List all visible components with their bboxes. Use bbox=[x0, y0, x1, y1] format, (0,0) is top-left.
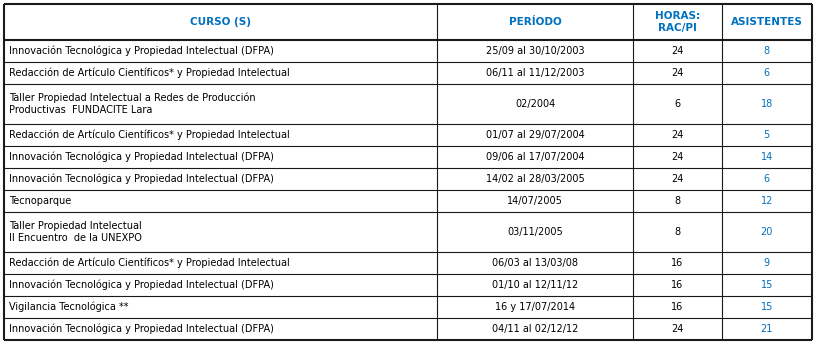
Text: Vigilancia Tecnológica **: Vigilancia Tecnológica ** bbox=[9, 302, 128, 312]
Text: Taller Propiedad Intelectual
II Encuentro  de la UNEXPO: Taller Propiedad Intelectual II Encuentr… bbox=[9, 221, 142, 243]
Text: 8: 8 bbox=[764, 46, 769, 56]
Text: 12: 12 bbox=[761, 196, 773, 206]
Text: 24: 24 bbox=[672, 174, 684, 184]
Text: ASISTENTES: ASISTENTES bbox=[731, 17, 803, 27]
Text: 09/06 al 17/07/2004: 09/06 al 17/07/2004 bbox=[486, 152, 584, 162]
Text: 21: 21 bbox=[761, 324, 773, 334]
Text: 24: 24 bbox=[672, 46, 684, 56]
Text: 6: 6 bbox=[674, 99, 681, 109]
Text: Taller Propiedad Intelectual a Redes de Producción
Productivas  FUNDACITE Lara: Taller Propiedad Intelectual a Redes de … bbox=[9, 93, 255, 115]
Text: 6: 6 bbox=[764, 174, 769, 184]
Text: Redacción de Artículo Científicos* y Propiedad Intelectual: Redacción de Artículo Científicos* y Pro… bbox=[9, 68, 290, 78]
Text: 16: 16 bbox=[672, 258, 684, 268]
Text: Innovación Tecnológica y Propiedad Intelectual (DFPA): Innovación Tecnológica y Propiedad Intel… bbox=[9, 152, 274, 162]
Text: 8: 8 bbox=[674, 227, 681, 237]
Text: 06/11 al 11/12/2003: 06/11 al 11/12/2003 bbox=[486, 68, 584, 78]
Text: 16: 16 bbox=[672, 302, 684, 312]
Text: Tecnoparque: Tecnoparque bbox=[9, 196, 71, 206]
Text: 24: 24 bbox=[672, 130, 684, 140]
Text: 14/02 al 28/03/2005: 14/02 al 28/03/2005 bbox=[486, 174, 584, 184]
Text: 03/11/2005: 03/11/2005 bbox=[508, 227, 563, 237]
Text: 04/11 al 02/12/12: 04/11 al 02/12/12 bbox=[492, 324, 579, 334]
Text: 06/03 al 13/03/08: 06/03 al 13/03/08 bbox=[492, 258, 579, 268]
Text: 15: 15 bbox=[761, 280, 773, 290]
Text: PERÍODO: PERÍODO bbox=[509, 17, 561, 27]
Text: 6: 6 bbox=[764, 68, 769, 78]
Text: 14/07/2005: 14/07/2005 bbox=[508, 196, 563, 206]
Text: 01/10 al 12/11/12: 01/10 al 12/11/12 bbox=[492, 280, 579, 290]
Text: 8: 8 bbox=[674, 196, 681, 206]
Text: 01/07 al 29/07/2004: 01/07 al 29/07/2004 bbox=[486, 130, 584, 140]
Text: 24: 24 bbox=[672, 324, 684, 334]
Text: 20: 20 bbox=[761, 227, 773, 237]
Text: 15: 15 bbox=[761, 302, 773, 312]
Text: Redacción de Artículo Científicos* y Propiedad Intelectual: Redacción de Artículo Científicos* y Pro… bbox=[9, 258, 290, 268]
Text: Innovación Tecnológica y Propiedad Intelectual (DFPA): Innovación Tecnológica y Propiedad Intel… bbox=[9, 46, 274, 56]
Text: HORAS:
RAC/PI: HORAS: RAC/PI bbox=[655, 11, 700, 33]
Text: CURSO (S): CURSO (S) bbox=[190, 17, 251, 27]
Text: 25/09 al 30/10/2003: 25/09 al 30/10/2003 bbox=[486, 46, 584, 56]
Text: 14: 14 bbox=[761, 152, 773, 162]
Text: 5: 5 bbox=[764, 130, 769, 140]
Text: Redacción de Artículo Científicos* y Propiedad Intelectual: Redacción de Artículo Científicos* y Pro… bbox=[9, 130, 290, 140]
Text: Innovación Tecnológica y Propiedad Intelectual (DFPA): Innovación Tecnológica y Propiedad Intel… bbox=[9, 280, 274, 290]
Text: 24: 24 bbox=[672, 68, 684, 78]
Text: 16 y 17/07/2014: 16 y 17/07/2014 bbox=[495, 302, 575, 312]
Text: Innovación Tecnológica y Propiedad Intelectual (DFPA): Innovación Tecnológica y Propiedad Intel… bbox=[9, 324, 274, 334]
Text: 18: 18 bbox=[761, 99, 773, 109]
Text: 24: 24 bbox=[672, 152, 684, 162]
Text: 9: 9 bbox=[764, 258, 769, 268]
Text: 02/2004: 02/2004 bbox=[515, 99, 556, 109]
Text: Innovación Tecnológica y Propiedad Intelectual (DFPA): Innovación Tecnológica y Propiedad Intel… bbox=[9, 174, 274, 184]
Text: 16: 16 bbox=[672, 280, 684, 290]
